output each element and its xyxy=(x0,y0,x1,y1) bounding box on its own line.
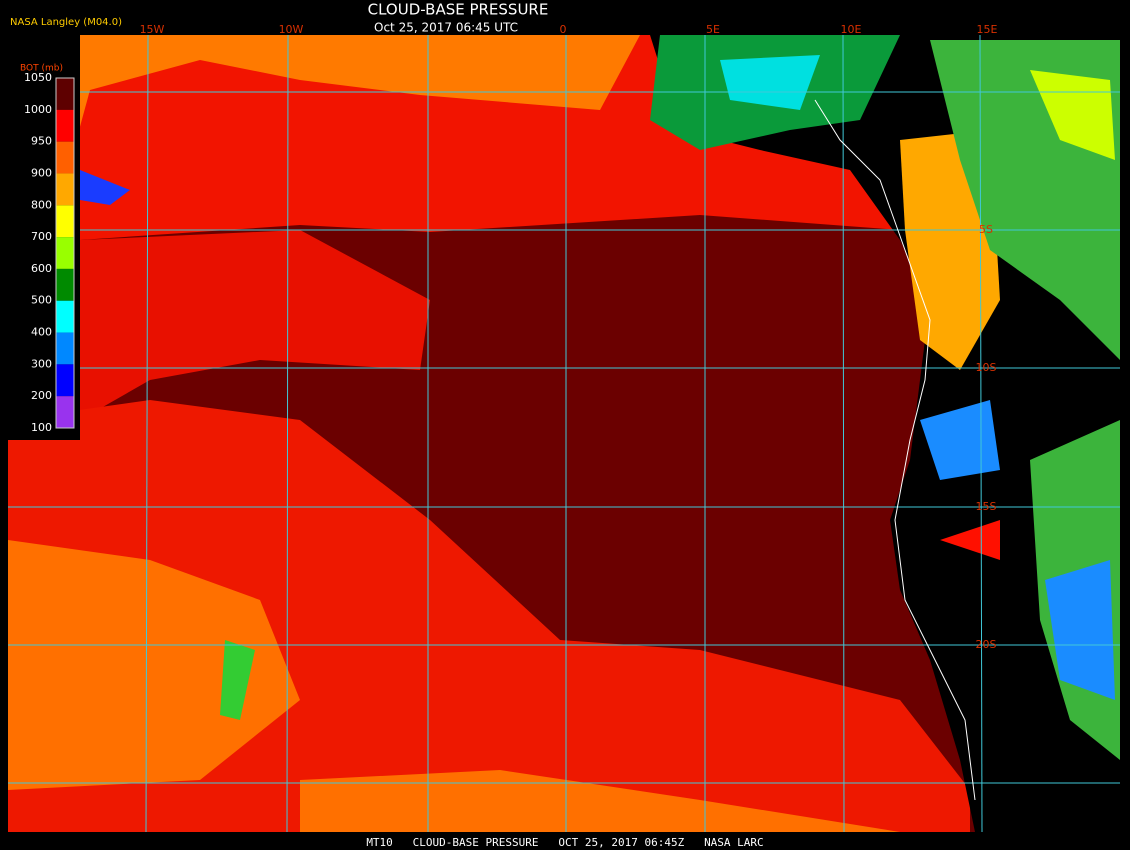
latitude-label: 15S xyxy=(976,500,997,513)
footer: MT10 CLOUD-BASE PRESSURE OCT 25, 2017 06… xyxy=(366,836,763,849)
legend-label: 900 xyxy=(31,166,52,179)
legend-swatch xyxy=(56,205,74,238)
legend-label: 1000 xyxy=(24,103,52,116)
longitude-label: 10E xyxy=(841,23,862,36)
latitude-label: 5S xyxy=(979,223,993,236)
graticule xyxy=(8,34,1120,833)
subtitle: Oct 25, 2017 06:45 UTC xyxy=(374,21,518,35)
legend-swatch xyxy=(56,173,74,206)
legend-label: 600 xyxy=(31,262,52,275)
cloud-orange-south xyxy=(300,770,900,832)
legend-swatch xyxy=(56,300,74,333)
legend-label: 300 xyxy=(31,357,52,370)
legend-label: 100 xyxy=(31,421,52,434)
legend-swatch xyxy=(56,364,74,397)
legend-label: 800 xyxy=(31,198,52,211)
title: CLOUD-BASE PRESSURE xyxy=(368,1,549,19)
meridian xyxy=(286,34,289,833)
legend-label: 500 xyxy=(31,294,52,307)
legend-swatch xyxy=(56,268,74,301)
legend-swatch xyxy=(56,396,74,428)
legend-label: 400 xyxy=(31,326,52,339)
longitude-label: 0 xyxy=(560,23,567,36)
meridian xyxy=(979,34,983,833)
latitude-label: 10S xyxy=(976,361,997,374)
legend-swatch xyxy=(56,109,74,142)
legend-label: 1050 xyxy=(24,71,52,84)
longitude-label: 15W xyxy=(140,23,165,36)
cloud-blue-southeast xyxy=(1045,560,1115,700)
legend-title: BOT (mb) xyxy=(20,64,63,74)
longitude-label: 10W xyxy=(279,23,304,36)
legend-label: 950 xyxy=(31,135,52,148)
cloud-green-west xyxy=(220,640,255,720)
longitude-label: 15E xyxy=(977,23,998,36)
legend-swatch xyxy=(56,141,74,174)
cloud-red-coast xyxy=(940,520,1000,560)
cloud-blue-west xyxy=(80,170,130,205)
cloud-orange-north xyxy=(8,35,640,220)
cloud-cyan-north xyxy=(720,55,820,110)
legend-frame xyxy=(55,77,75,429)
longitude-label: 5E xyxy=(706,23,720,36)
cloud-orange-southwest xyxy=(8,540,300,790)
legend-label: 200 xyxy=(31,389,52,402)
coastline xyxy=(814,99,976,801)
legend-swatch xyxy=(56,78,74,110)
imagery xyxy=(8,35,1120,832)
meridian xyxy=(145,34,149,833)
legend-swatch xyxy=(56,237,74,269)
cloud-blue-coast xyxy=(920,400,1000,480)
latitude-label: 20S xyxy=(976,638,997,651)
source-label: NASA Langley (M04.0) xyxy=(10,17,122,28)
legend-label: 700 xyxy=(31,230,52,243)
meridian xyxy=(842,34,845,833)
legend-swatch xyxy=(56,332,74,365)
cloud-red-west xyxy=(80,230,430,420)
